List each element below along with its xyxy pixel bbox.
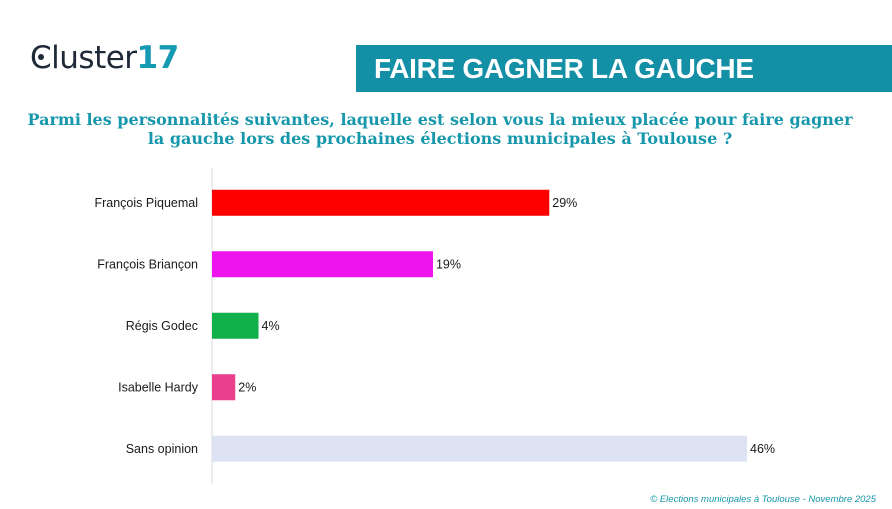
question-line-2: la gauche lors des prochaines élections …: [147, 129, 733, 148]
value-label: 29%: [552, 196, 577, 210]
value-label: 19%: [436, 257, 461, 271]
bar: [212, 189, 550, 216]
logo-text: luster: [51, 40, 137, 76]
category-label: François Briançon: [97, 257, 198, 271]
bar: [212, 251, 433, 278]
bar: [212, 374, 236, 401]
value-label: 2%: [238, 380, 256, 394]
logo-dot-icon: [38, 54, 44, 60]
title-banner: FAIRE GAGNER LA GAUCHE: [356, 45, 892, 92]
question-line-1: Parmi les personnalités suivantes, laque…: [27, 110, 853, 129]
value-label: 4%: [262, 319, 280, 333]
question-text: Parmi les personnalités suivantes, laque…: [20, 110, 860, 148]
cluster17-logo: Cluster17: [30, 40, 179, 76]
category-label: Régis Godec: [126, 319, 198, 333]
category-label: François Piquemal: [94, 196, 198, 210]
category-label: Isabelle Hardy: [118, 380, 199, 394]
logo-number: 17: [136, 40, 180, 76]
bar: [212, 312, 259, 339]
bar: [212, 435, 747, 462]
logo-c: C: [30, 40, 52, 76]
category-label: Sans opinion: [126, 442, 198, 456]
footer-source: © Elections municipales à Toulouse - Nov…: [650, 494, 876, 505]
value-label: 46%: [750, 442, 775, 456]
